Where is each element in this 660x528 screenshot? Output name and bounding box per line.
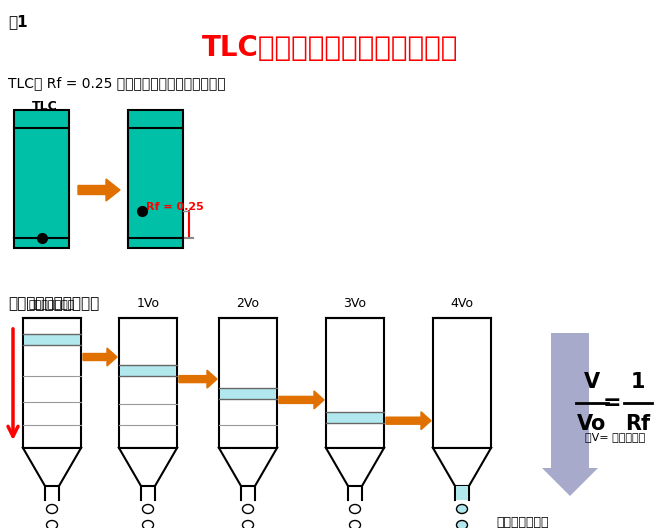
Text: サンプルが溶出: サンプルが溶出 — [496, 515, 548, 528]
Text: Rf: Rf — [626, 414, 651, 435]
Text: 4Vo: 4Vo — [451, 297, 473, 310]
Ellipse shape — [457, 504, 467, 514]
Ellipse shape — [143, 504, 154, 514]
Polygon shape — [219, 448, 277, 486]
Bar — [327, 412, 383, 422]
FancyArrow shape — [83, 348, 117, 366]
Ellipse shape — [143, 521, 154, 528]
FancyArrow shape — [279, 391, 324, 409]
Bar — [119, 318, 177, 448]
Bar — [120, 365, 176, 376]
Bar — [456, 486, 468, 500]
Text: Vo: Vo — [578, 414, 607, 435]
Ellipse shape — [350, 504, 360, 514]
Bar — [326, 318, 384, 448]
Bar — [128, 110, 183, 248]
Text: TLCとカラムクロマトとの相関: TLCとカラムクロマトとの相関 — [202, 34, 458, 62]
Ellipse shape — [46, 504, 57, 514]
Ellipse shape — [242, 521, 253, 528]
Bar — [433, 318, 491, 448]
Bar — [551, 333, 589, 468]
Ellipse shape — [46, 521, 57, 528]
FancyArrow shape — [386, 412, 431, 430]
Ellipse shape — [242, 504, 253, 514]
Text: カラムクロマトでは、: カラムクロマトでは、 — [8, 296, 99, 311]
Text: カラムクロマト: カラムクロマト — [29, 300, 75, 310]
Text: 図1: 図1 — [8, 14, 28, 29]
Text: 1: 1 — [631, 372, 645, 392]
Text: 3Vo: 3Vo — [343, 297, 366, 310]
FancyArrow shape — [78, 179, 120, 201]
FancyArrow shape — [179, 370, 217, 388]
Text: =: = — [603, 392, 621, 412]
Text: （V= 溶出容量）: （V= 溶出容量） — [585, 432, 645, 442]
Text: 2Vo: 2Vo — [236, 297, 259, 310]
Bar — [220, 388, 276, 399]
Bar — [23, 318, 81, 448]
Polygon shape — [433, 448, 491, 486]
Bar — [24, 334, 80, 345]
Text: TLC: TLC — [32, 100, 58, 113]
Polygon shape — [119, 448, 177, 486]
Bar — [14, 110, 69, 248]
Polygon shape — [326, 448, 384, 486]
Ellipse shape — [457, 521, 467, 528]
Ellipse shape — [350, 521, 360, 528]
Bar — [219, 318, 277, 448]
Polygon shape — [23, 448, 81, 486]
Text: TLCで Rf = 0.25 を与える溶媒で展開すると、: TLCで Rf = 0.25 を与える溶媒で展開すると、 — [8, 76, 226, 90]
Text: V: V — [584, 372, 600, 392]
Polygon shape — [542, 468, 598, 496]
Text: Rf = 0.25: Rf = 0.25 — [146, 203, 204, 212]
Text: 1Vo: 1Vo — [137, 297, 160, 310]
